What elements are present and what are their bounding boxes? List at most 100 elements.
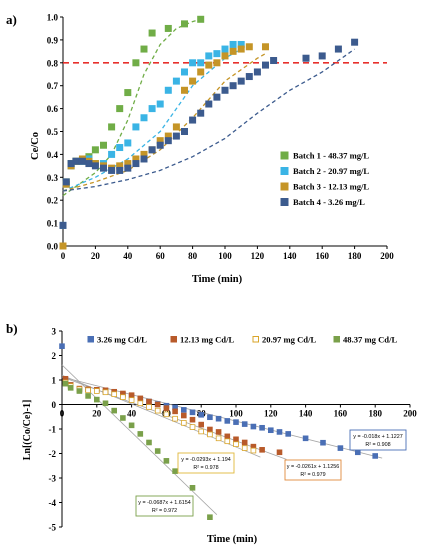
data-point [372,453,378,459]
panel-a-y-tick-label: 0.8 [47,58,59,68]
data-point [224,418,231,424]
data-point [233,441,239,447]
data-point [59,242,67,250]
data-point [207,431,213,438]
data-point [172,468,178,474]
series-fit-line [62,18,201,197]
data-point [354,449,361,456]
data-point [270,57,278,65]
panel-b-y-tick-label: -4 [49,498,57,508]
data-point [221,86,229,94]
panel-a-x-tick-label: 100 [218,251,232,261]
data-point [124,139,132,147]
panel-b-x-tick-label: 20 [92,409,102,419]
data-point [108,123,116,131]
data-point [78,157,86,165]
panel-a-y-tick-label: 0.7 [47,81,59,91]
data-point [198,421,205,428]
data-point [100,164,107,172]
data-point [189,116,197,124]
panel-a-x-tick-label: 80 [188,251,198,261]
data-point [259,424,265,431]
data-point [116,144,124,152]
data-point [146,398,152,405]
data-point [164,137,172,145]
trend-line [61,364,218,516]
data-point [154,448,161,454]
data-point [253,68,261,76]
data-point [163,411,170,418]
data-point [276,449,283,456]
data-point [241,421,248,427]
data-point [197,109,205,117]
panel-a-x-tick-label: 0 [61,251,66,261]
data-point [146,404,152,410]
panel-b-x-tick-label: 120 [264,409,278,419]
trend-equation-box [135,495,194,517]
data-point [111,407,118,414]
panel-b-y-tick-label: -5 [49,523,57,533]
panel-b-x-tick-label: 160 [334,409,348,419]
trend-r-squared: R² = 0.972 [152,508,177,514]
panel-a-y-tick-label: 0.9 [47,35,59,45]
legend-label: Batch 1 - 48.37 mg/L [293,151,369,161]
panel-b: b) Ln[(Co/Ce)-1] Time (min) 020406080100… [6,321,417,545]
data-point [116,166,124,174]
panel-b-legend: 3.26 mg Cd/L 12.13 mg Cd/L 20.97 mg Cd/L 48… [87,335,397,345]
data-point [237,45,245,53]
panel-a-y-axis-label: Ce/Co [30,132,41,160]
data-point [140,45,148,53]
data-point [154,401,161,408]
panel-a-x-tick-label: 120 [251,251,265,261]
data-point [229,47,237,55]
panel-a-y-tick-label: 0.2 [47,196,59,206]
panel-a-x-tick-label: 40 [123,251,133,261]
panel-a-x-tick-label: 60 [156,251,166,261]
data-point [302,54,310,62]
data-point [237,77,245,85]
data-point [215,435,222,442]
data-point [62,380,69,387]
data-point [59,221,67,229]
data-point [62,178,70,186]
series-fit-line [62,53,266,192]
data-point [224,438,231,445]
legend-label: Batch 3 - 12.13 mg/L [293,182,369,192]
trend-equation-box [177,452,235,474]
data-point [108,150,116,158]
data-point [140,114,148,122]
data-point [67,385,74,391]
panel-b-y-tick-label: 1 [52,376,57,386]
data-point [205,52,213,60]
data-point [189,59,197,67]
data-point [85,387,91,394]
data-point [146,439,152,446]
panel-b-x-tick-label: 100 [229,409,243,419]
data-point [163,405,170,411]
panel-a: a) Ce/Co Time (min) 0 20 40 60 80 100 120 140 16… [6,12,394,285]
data-point [137,400,144,407]
data-point [189,409,196,416]
data-point [250,423,257,430]
panel-a-label: a) [6,12,17,27]
trend-equation: y = -0.018x + 1.1227 [353,434,402,440]
legend-label: 12.13 mg Cd/L [180,335,234,345]
legend-marker [280,198,289,206]
data-point [156,141,164,149]
data-point [132,59,140,67]
panel-a-x-tick-label: 160 [315,251,329,261]
legend-label: 3.26 mg Cd/L [97,335,147,345]
data-point [120,415,126,421]
data-point [163,458,170,464]
data-point [148,105,156,113]
legend-marker [280,167,289,175]
legend-marker [87,336,94,343]
series-fit-line [62,48,242,192]
panel-a-y-tick-label: 0.1 [47,219,59,229]
data-point [285,431,291,437]
data-point [154,407,161,414]
panel-b-label: b) [6,321,18,336]
data-point [198,411,205,418]
data-point [215,429,222,435]
panel-a-y-tick-label: 1.0 [47,13,59,23]
